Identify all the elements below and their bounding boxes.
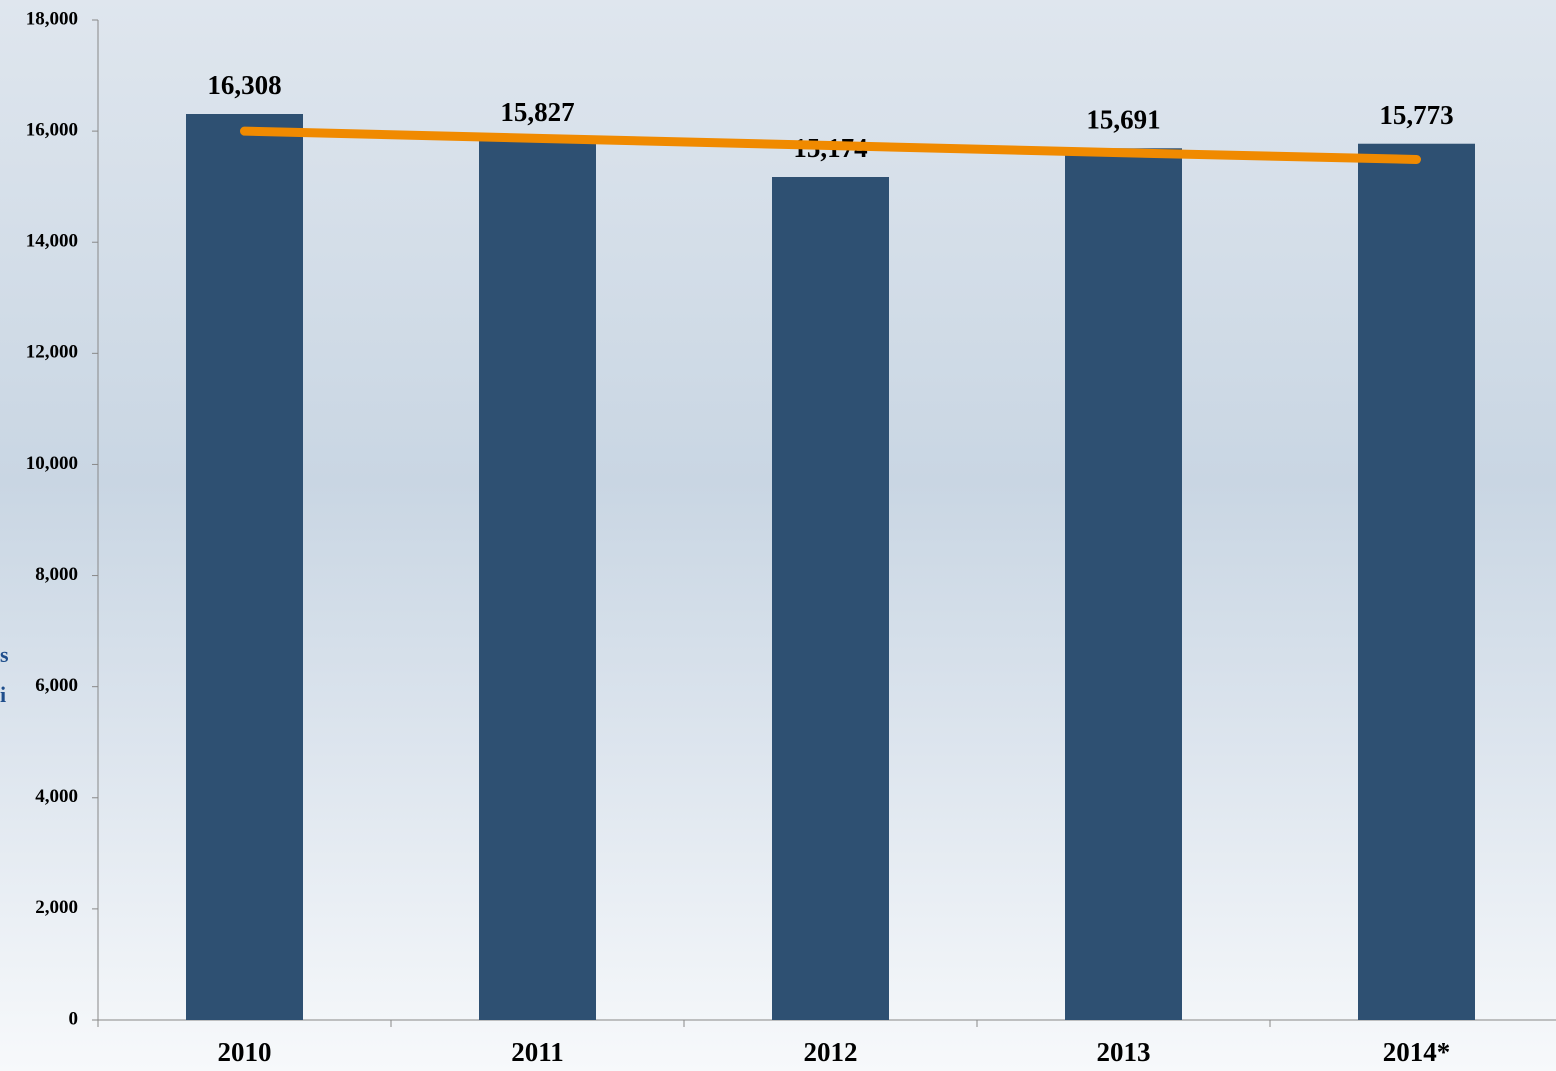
y-tick-label: 6,000 [35,675,78,696]
y-tick-label: 14,000 [26,231,78,252]
y-tick-label: 0 [69,1008,79,1029]
x-tick-label: 2012 [804,1037,858,1067]
y-tick-label: 2,000 [35,897,78,918]
y-tick-label: 10,000 [26,453,78,474]
bar [1358,143,1475,1020]
x-tick-label: 2011 [511,1037,564,1067]
y-tick-label: 12,000 [26,342,78,363]
data-label: 15,827 [500,97,574,127]
data-label: 16,308 [207,70,281,100]
y-axis-label: i [0,682,6,707]
y-axis-label: s [0,642,9,667]
y-tick-label: 16,000 [26,119,78,140]
bar [186,114,303,1020]
bar [772,177,889,1020]
trend-line [240,126,1421,164]
y-tick-label: 8,000 [35,564,78,585]
bar [479,140,596,1020]
data-label: 15,691 [1086,104,1160,134]
y-tick-label: 4,000 [35,786,78,807]
x-tick-label: 2013 [1097,1037,1151,1067]
data-label: 15,773 [1379,100,1453,130]
x-tick-label: 2014* [1383,1037,1451,1067]
y-tick-label: 18,000 [26,8,78,29]
x-tick-label: 2010 [218,1037,272,1067]
bar [1065,148,1182,1020]
